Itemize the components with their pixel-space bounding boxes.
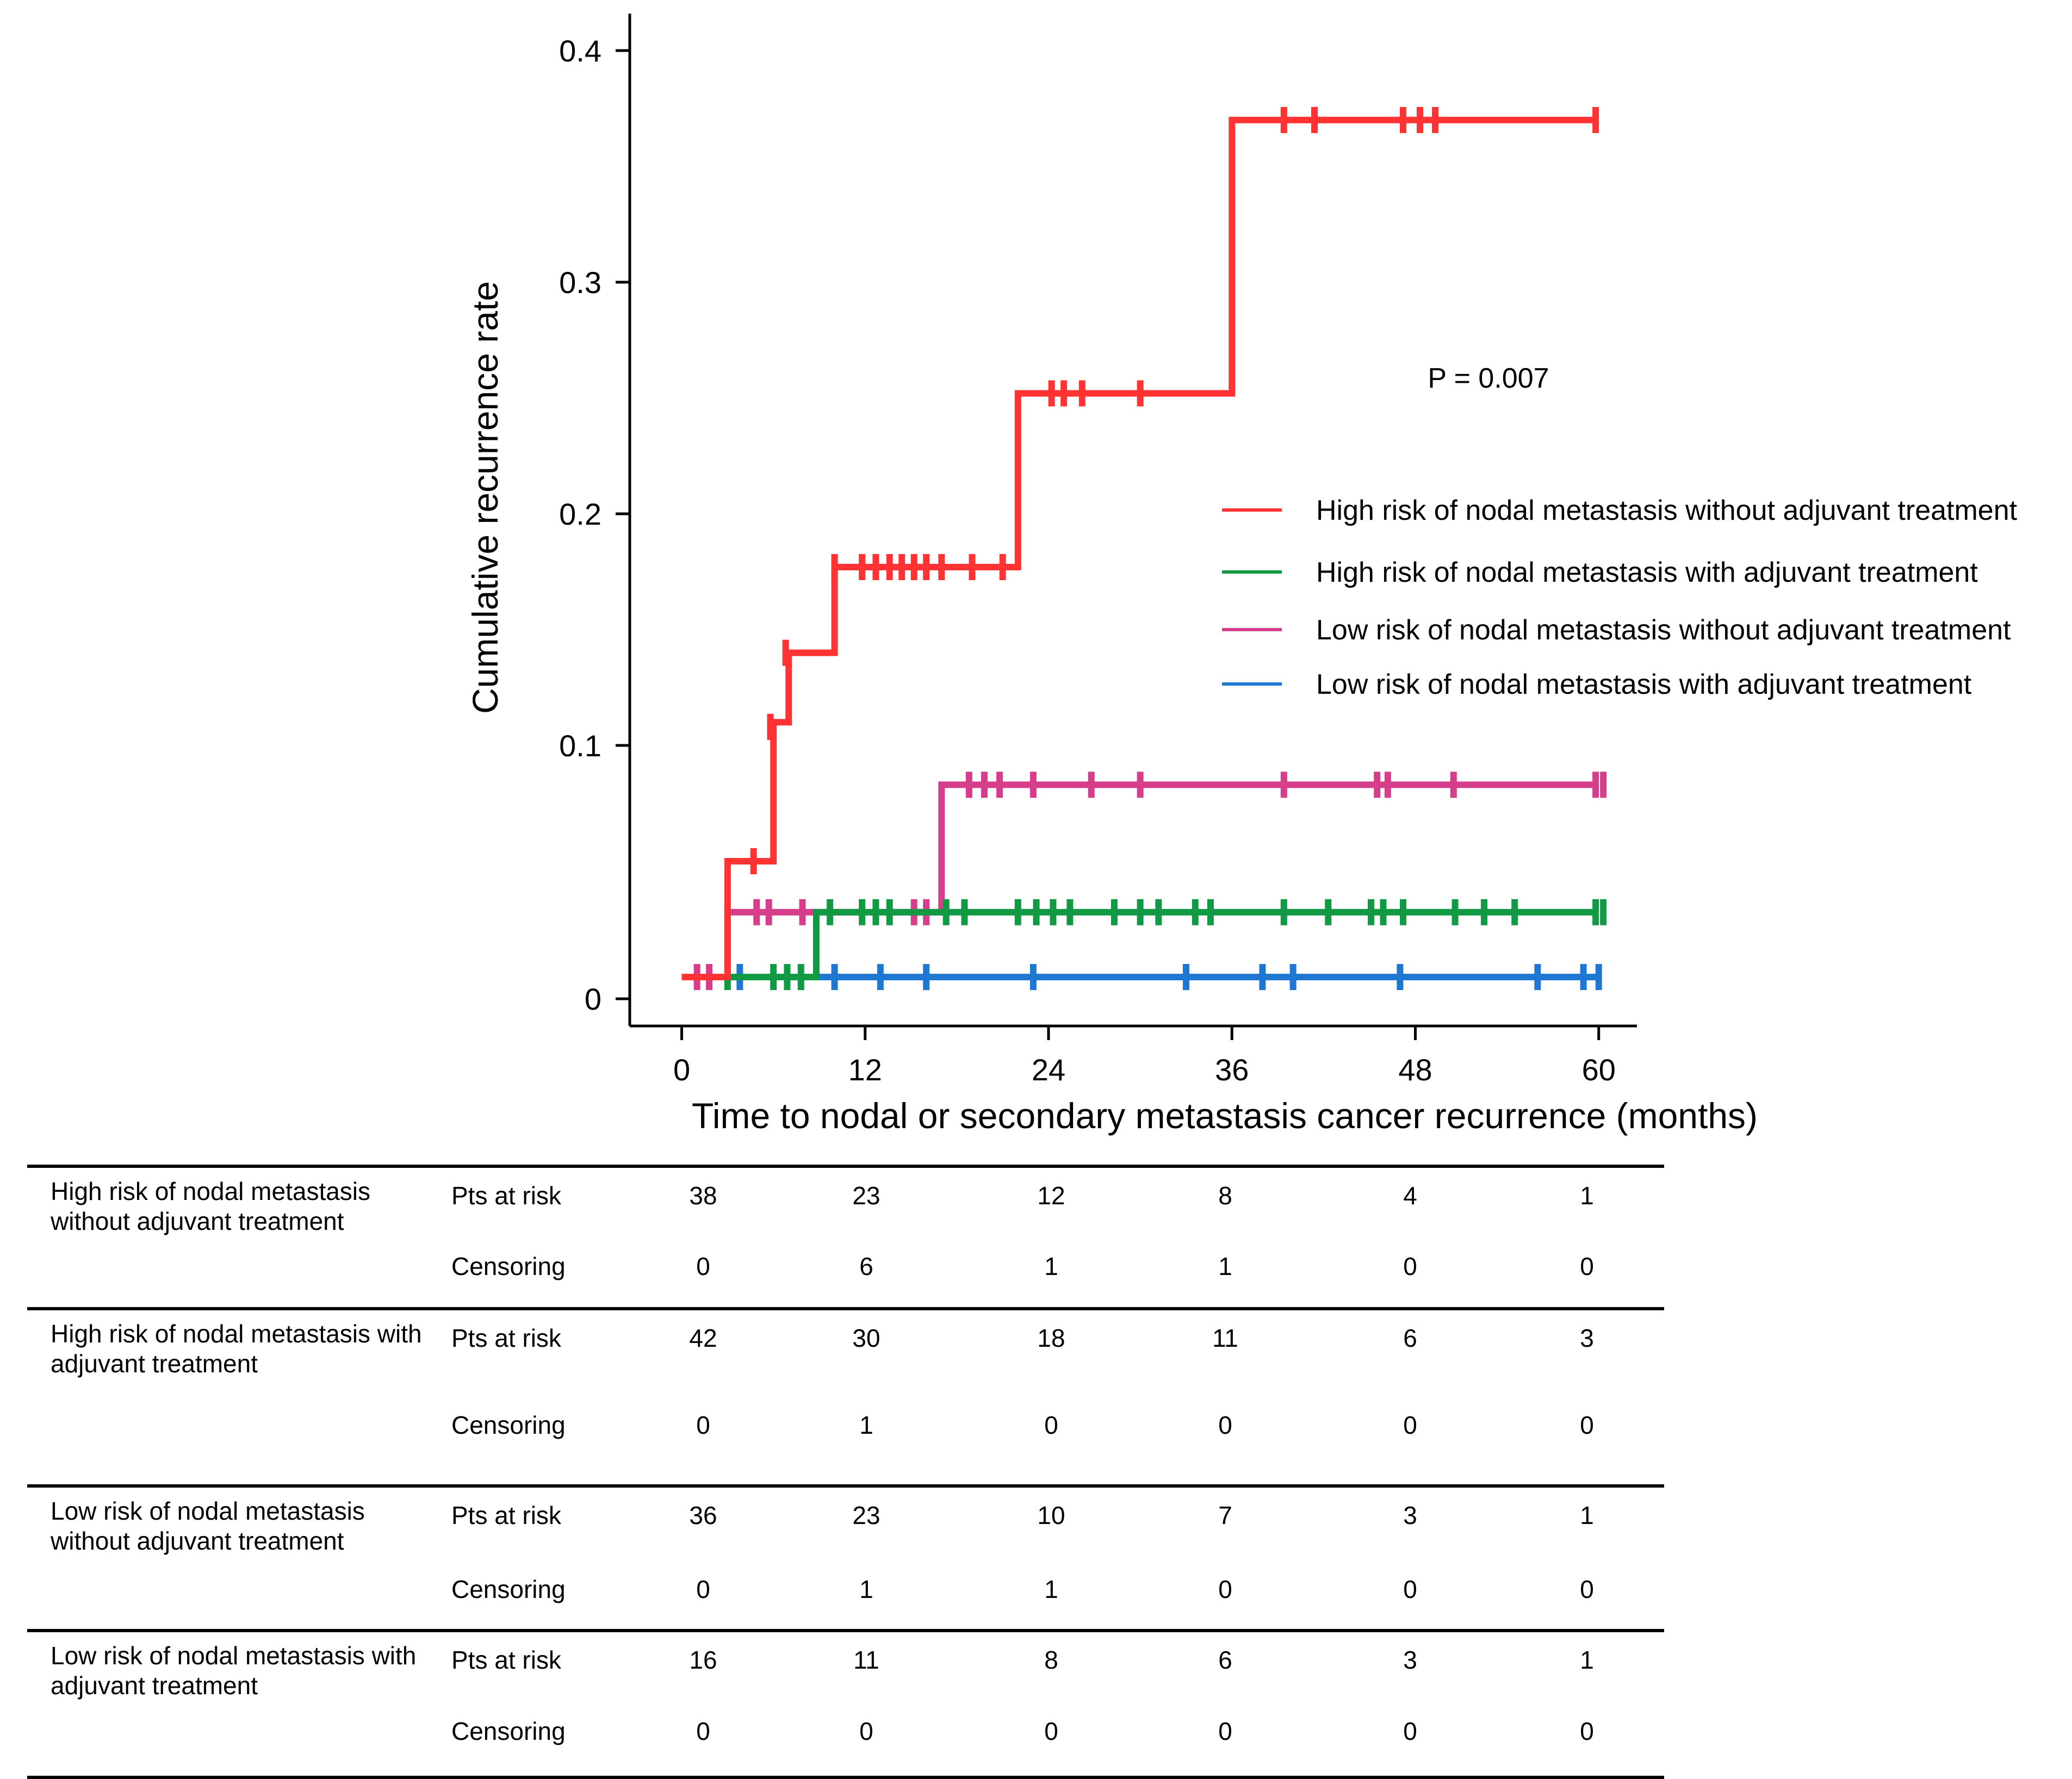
pts-at-risk-value: 30 xyxy=(852,1324,880,1352)
censoring-value: 6 xyxy=(859,1252,873,1280)
pts-at-risk-value: 23 xyxy=(852,1181,880,1210)
x-tick-label: 36 xyxy=(1215,1053,1249,1087)
pts-at-risk-value: 18 xyxy=(1037,1324,1065,1352)
series-group xyxy=(681,107,1599,980)
censoring-value: 0 xyxy=(696,1252,710,1280)
y-axis-title: Cumulative recurrence rate xyxy=(465,281,505,714)
risk-group-3: Low risk of nodal metastasis with adjuva… xyxy=(27,1629,1664,1779)
pts-at-risk-label: Pts at risk xyxy=(451,1324,561,1352)
pts-at-risk-label: Pts at risk xyxy=(451,1501,561,1529)
pts-at-risk-value: 1 xyxy=(1580,1646,1594,1674)
y-tick-label: 0.4 xyxy=(559,34,601,68)
y-tick-label: 0.3 xyxy=(559,265,601,300)
censoring-value: 1 xyxy=(859,1575,873,1603)
km-chart: 0 0.1 0.2 0.3 0.4 0 12 24 36 48 60 Cumulative rec… xyxy=(465,14,2018,1136)
pts-at-risk-value: 11 xyxy=(1212,1324,1238,1352)
pts-at-risk-label: Pts at risk xyxy=(451,1646,561,1674)
censoring-value: 0 xyxy=(1403,1252,1417,1280)
legend: High risk of nodal metastasis without ad… xyxy=(1222,495,2018,700)
censoring-value: 0 xyxy=(696,1411,710,1439)
censoring-value: 0 xyxy=(1044,1411,1058,1439)
legend-label: High risk of nodal metastasis without ad… xyxy=(1316,495,2018,526)
legend-item: High risk of nodal metastasis without ad… xyxy=(1222,495,2018,526)
censoring-value: 0 xyxy=(1218,1575,1232,1603)
p-value-annotation: P = 0.007 xyxy=(1428,363,1549,394)
censoring-value: 0 xyxy=(1044,1717,1058,1745)
legend-item: Low risk of nodal metastasis with adjuva… xyxy=(1222,669,1972,700)
risk-group-1: High risk of nodal metastasis with adjuv… xyxy=(27,1307,1664,1488)
x-tick-label: 60 xyxy=(1582,1053,1616,1087)
risk-group-0: High risk of nodal metastasis without ad… xyxy=(27,1165,1664,1310)
legend-item: Low risk of nodal metastasis without adj… xyxy=(1222,614,2011,646)
pts-at-risk-value: 7 xyxy=(1218,1501,1232,1529)
censoring-value: 1 xyxy=(1044,1252,1058,1280)
censoring-value: 1 xyxy=(1044,1575,1058,1603)
censoring-value: 0 xyxy=(1580,1575,1594,1603)
censoring-value: 0 xyxy=(1580,1252,1594,1280)
censoring-value: 1 xyxy=(859,1411,873,1439)
censoring-value: 0 xyxy=(1580,1411,1594,1439)
risk-group-2: Low risk of nodal metastasis without adj… xyxy=(27,1484,1664,1632)
series-line xyxy=(681,116,1599,980)
x-tick-label: 12 xyxy=(848,1053,882,1087)
x-ticks: 0 12 24 36 48 60 xyxy=(673,1026,1616,1087)
pts-at-risk-value: 16 xyxy=(689,1646,717,1674)
censoring-value: 1 xyxy=(1218,1252,1232,1280)
pts-at-risk-value: 1 xyxy=(1580,1181,1594,1210)
pts-at-risk-value: 6 xyxy=(1218,1646,1232,1674)
x-tick-label: 0 xyxy=(673,1053,690,1087)
censoring-label: Censoring xyxy=(451,1717,566,1745)
y-tick-label: 0.1 xyxy=(559,729,601,763)
pts-at-risk-value: 3 xyxy=(1403,1646,1417,1674)
legend-label: Low risk of nodal metastasis without adj… xyxy=(1316,614,2011,646)
pts-at-risk-value: 3 xyxy=(1580,1324,1594,1352)
censoring-value: 0 xyxy=(696,1575,710,1603)
pts-at-risk-value: 3 xyxy=(1403,1501,1417,1529)
pts-at-risk-value: 6 xyxy=(1403,1324,1417,1352)
pts-at-risk-value: 36 xyxy=(689,1501,717,1529)
pts-at-risk-value: 12 xyxy=(1037,1181,1065,1210)
risk-table: High risk of nodal metastasis without ad… xyxy=(0,1158,2072,1779)
risk-group-name: Low risk of nodal metastasis with adjuva… xyxy=(51,1641,417,1700)
pts-at-risk-value: 10 xyxy=(1037,1501,1065,1529)
x-axis-title: Time to nodal or secondary metastasis ca… xyxy=(692,1096,1758,1136)
y-tick-label: 0 xyxy=(585,982,601,1016)
pts-at-risk-label: Pts at risk xyxy=(451,1181,561,1210)
y-ticks: 0 0.1 0.2 0.3 0.4 xyxy=(559,34,630,1016)
censoring-label: Censoring xyxy=(451,1411,566,1439)
pts-at-risk-value: 23 xyxy=(852,1501,880,1529)
censoring-value: 0 xyxy=(696,1717,710,1745)
series-group xyxy=(681,899,1607,990)
pts-at-risk-value: 11 xyxy=(853,1646,879,1674)
legend-item: High risk of nodal metastasis with adjuv… xyxy=(1222,557,1978,588)
censoring-value: 0 xyxy=(1403,1717,1417,1745)
pts-at-risk-value: 1 xyxy=(1580,1501,1594,1529)
risk-group-name: High risk of nodal metastasis without ad… xyxy=(51,1177,371,1236)
series-group xyxy=(681,964,1602,990)
y-tick-label: 0.2 xyxy=(559,497,601,531)
plot-lines xyxy=(681,107,1607,990)
censoring-value: 0 xyxy=(1218,1411,1232,1439)
legend-label: Low risk of nodal metastasis with adjuva… xyxy=(1316,669,1972,700)
censoring-value: 0 xyxy=(1218,1717,1232,1745)
pts-at-risk-value: 38 xyxy=(689,1181,717,1210)
censoring-value: 0 xyxy=(859,1717,873,1745)
pts-at-risk-value: 42 xyxy=(689,1324,717,1352)
x-tick-label: 24 xyxy=(1032,1053,1065,1087)
legend-label: High risk of nodal metastasis with adjuv… xyxy=(1316,557,1978,588)
censoring-value: 0 xyxy=(1580,1717,1594,1745)
x-tick-label: 48 xyxy=(1398,1053,1432,1087)
censoring-label: Censoring xyxy=(451,1575,566,1603)
risk-group-name: High risk of nodal metastasis with adjuv… xyxy=(51,1320,422,1378)
censoring-value: 0 xyxy=(1403,1575,1417,1603)
axes: 0 0.1 0.2 0.3 0.4 0 12 24 36 48 60 xyxy=(559,14,1637,1087)
pts-at-risk-value: 4 xyxy=(1403,1181,1417,1210)
censoring-label: Censoring xyxy=(451,1252,566,1280)
pts-at-risk-value: 8 xyxy=(1044,1646,1058,1674)
censoring-value: 0 xyxy=(1403,1411,1417,1439)
pts-at-risk-value: 8 xyxy=(1218,1181,1232,1210)
risk-group-name: Low risk of nodal metastasis without adj… xyxy=(51,1497,365,1556)
series-group xyxy=(681,772,1607,990)
